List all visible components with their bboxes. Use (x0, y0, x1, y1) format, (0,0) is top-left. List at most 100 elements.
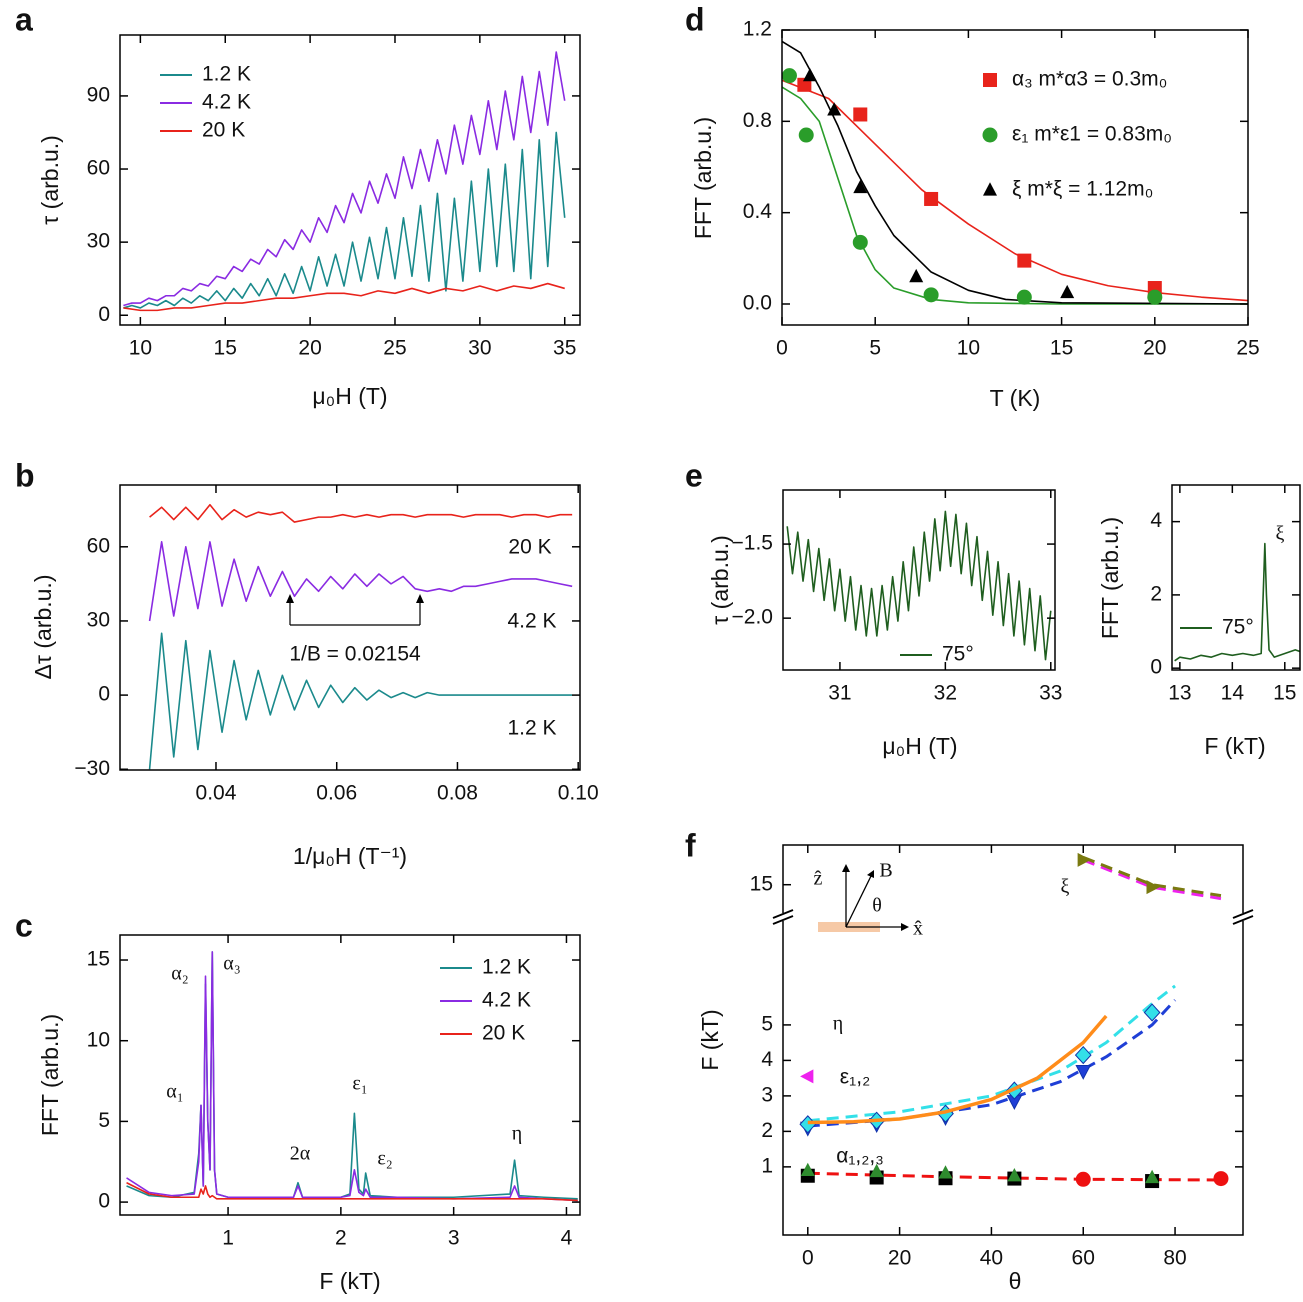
panel-label: c (15, 907, 33, 943)
plot-frame (782, 489, 1056, 671)
annotation: 4.2 K (507, 610, 556, 633)
y-tick-label: 30 (87, 608, 110, 631)
annotation: α₂ (171, 963, 188, 985)
y-tick-label: 10 (87, 1028, 110, 1051)
series-line (123, 51, 566, 307)
legend-label: ξ m*ξ = 1.12m₀ (1012, 178, 1153, 201)
x-tick-label: 33 (1039, 682, 1062, 705)
y-tick-label: 0 (98, 1190, 110, 1213)
y-axis-label: τ (arb.u.) (707, 535, 733, 625)
marker (982, 127, 998, 143)
y-tick-label: 90 (87, 83, 110, 106)
marker (853, 107, 868, 122)
panel-label: e (685, 457, 703, 493)
plot-frame (781, 29, 1249, 326)
marker (909, 268, 924, 283)
axis-break-gap (1234, 913, 1252, 921)
series-line (126, 1182, 578, 1202)
x-tick-label: 0.10 (558, 782, 599, 805)
y-tick-label: −1.5 (732, 532, 773, 555)
x-tick-label: 31 (828, 682, 851, 705)
series-line (1082, 858, 1222, 901)
plot-frame (119, 34, 581, 326)
marker (1146, 880, 1160, 895)
series-line (149, 503, 573, 523)
legend-label: 1.2 K (482, 956, 531, 979)
axis-break-gap (774, 913, 792, 921)
annotation: B (879, 860, 892, 882)
x-tick-label: 1 (222, 1227, 234, 1250)
axis-break (772, 909, 794, 919)
marker (800, 1069, 814, 1084)
x-tick-label: 0.08 (437, 782, 478, 805)
panel-label: f (685, 827, 696, 863)
legend-label: 20 K (482, 1022, 525, 1045)
marker (800, 1162, 815, 1177)
y-tick-label: 30 (87, 230, 110, 253)
legend-label: 4.2 K (482, 989, 531, 1012)
legend-label: 75° (1222, 616, 1254, 639)
y-axis-label: FFT (arb.u.) (690, 117, 716, 239)
series-line (123, 131, 566, 309)
marker (1060, 284, 1075, 299)
y-tick-label: 5 (98, 1109, 110, 1132)
field-arrow (845, 873, 873, 928)
annotation: 1/B = 0.02154 (289, 643, 421, 666)
annotation: 1.2 K (507, 717, 556, 740)
y-axis-label: F (kT) (697, 1009, 723, 1070)
marker (782, 68, 797, 84)
x-tick-label: 30 (468, 337, 491, 360)
y-tick-label: 0.0 (743, 292, 772, 315)
x-tick-label: 14 (1221, 682, 1245, 705)
plot-area (786, 510, 1052, 661)
y-axis-label: τ (arb.u.) (37, 135, 63, 225)
marker (1007, 1168, 1022, 1182)
annotation: η (833, 1013, 843, 1035)
marker (923, 287, 939, 303)
annotation: x̂ (913, 918, 923, 940)
y-axis-label: FFT (arb.u.) (37, 1014, 63, 1136)
y-tick-label: 4 (761, 1048, 773, 1071)
marker (938, 1165, 953, 1179)
series-line (148, 632, 573, 770)
x-tick-label: 2 (335, 1227, 347, 1250)
x-tick-label: 25 (1236, 337, 1259, 360)
x-tick-label: 20 (888, 1247, 911, 1270)
x-tick-label: 5 (869, 337, 881, 360)
x-axis-label: μ₀H (T) (882, 733, 957, 759)
plot-area (1174, 542, 1300, 662)
panel-label: d (685, 1, 705, 37)
plot-area (123, 51, 566, 312)
series-line (148, 541, 573, 622)
legend-label: ε₁ m*ε1 = 0.83m₀ (1012, 123, 1172, 146)
x-axis-label: F (kT) (1204, 733, 1265, 759)
marker (799, 1115, 817, 1134)
x-axis-label: θ (1009, 1268, 1022, 1294)
axis-break (1232, 915, 1254, 925)
arrowheads (842, 864, 909, 931)
series-line (807, 999, 1177, 1128)
x-tick-label: 35 (553, 337, 576, 360)
x-tick-label: 15 (1273, 682, 1296, 705)
legend-label: α₃ m*α3 = 0.3m₀ (1012, 68, 1167, 91)
y-tick-label: 5 (761, 1012, 773, 1035)
y-tick-label: 15 (87, 948, 110, 971)
annotation: α₁,₂,₃ (836, 1145, 884, 1168)
y-axis-label: FFT (arb.u.) (1097, 517, 1123, 639)
annotation: ε₂ (377, 1148, 392, 1170)
plot-area (126, 951, 578, 1202)
plot-frame (1171, 484, 1301, 671)
series-line (123, 282, 565, 312)
x-tick-label: 60 (1072, 1247, 1095, 1270)
series-line (807, 1014, 1108, 1125)
annotation: ε₁,₂ (840, 1066, 870, 1089)
x-tick-label: 3 (448, 1227, 460, 1250)
series-line (1082, 856, 1222, 898)
marker (797, 77, 812, 92)
plot-frame (119, 484, 581, 771)
plot-frame (782, 844, 1244, 1236)
plot-area (782, 40, 1248, 305)
panel-label: b (15, 457, 35, 493)
marker (1077, 852, 1091, 867)
